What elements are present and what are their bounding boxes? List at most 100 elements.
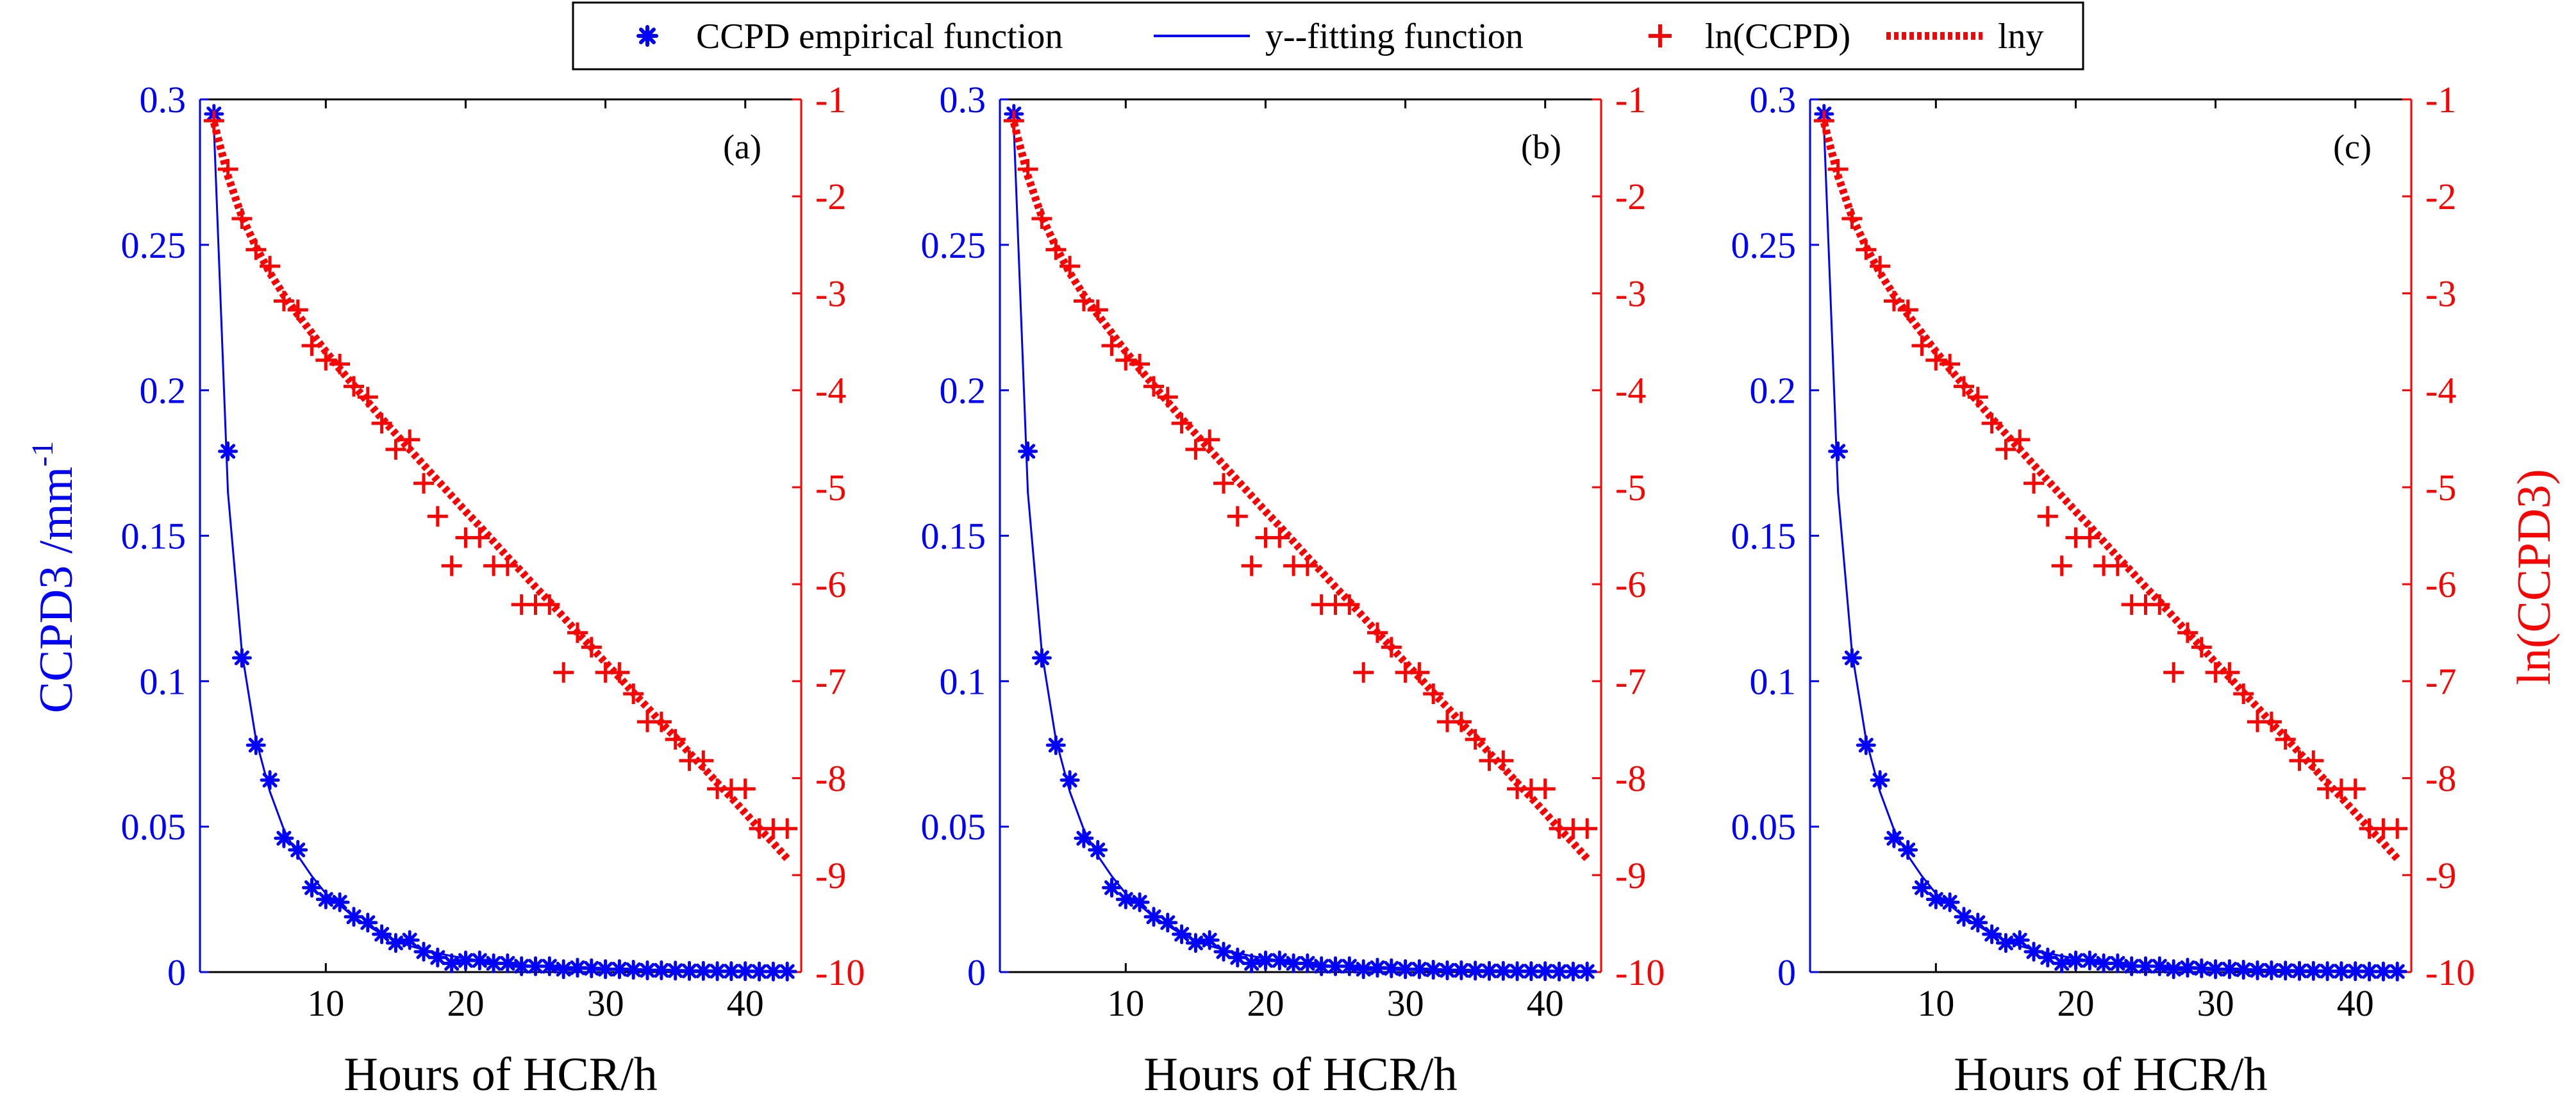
panel-c: 10 20 30 40 0 0.05 0.1 0.15 0.2 0.25 0.3 -10 -9 -8 -7 -… <box>1731 79 2475 1101</box>
y-left-tick-label: 0.2 <box>140 370 187 412</box>
plus-point <box>735 778 756 800</box>
plus-point <box>1577 818 1598 839</box>
panel-label: (a) <box>723 128 761 166</box>
plus-point <box>1227 506 1248 527</box>
x-tick-label: 20 <box>447 982 484 1024</box>
y-right-tick-label: -5 <box>815 467 846 508</box>
y-axis-label-right: ln(CCPD3) <box>2508 469 2561 685</box>
y-right-tick-label: -6 <box>2425 564 2456 605</box>
y-right-tick-label: -4 <box>2425 370 2456 412</box>
panel-a: 10 20 30 40 0 0.05 0.1 0.15 0.2 0.25 0.3 -10 -9 -8 -7 -… <box>121 79 865 1101</box>
plus-point <box>1213 473 1234 494</box>
y-right-tick-label: -10 <box>2425 952 2475 993</box>
asterisk-point <box>1102 877 1122 898</box>
asterisk-point <box>302 877 322 898</box>
y-left-tick-label: 0.15 <box>921 516 986 557</box>
x-axis-label: Hours of HCR/h <box>1954 1048 2267 1101</box>
y-left-tick-label: 0.1 <box>140 660 187 702</box>
asterisk-point <box>218 441 238 462</box>
panel-b: 10 20 30 40 0 0.05 0.1 0.15 0.2 0.25 0.3 -10 -9 -8 -7 -… <box>921 79 1665 1101</box>
y-left-tick-label: 0.2 <box>1750 370 1797 412</box>
plus-point <box>1185 439 1206 460</box>
asterisk-point <box>260 770 280 791</box>
y-right-tick-label: -8 <box>1615 758 1646 800</box>
y-right-tick-label: -5 <box>1615 467 1646 508</box>
series-asterisk <box>204 104 797 982</box>
y-left-tick-label: 0.25 <box>921 224 986 266</box>
plus-point <box>427 506 448 527</box>
lny-line <box>210 121 790 862</box>
y-left-tick-label: 0.05 <box>121 806 187 848</box>
series-dotted-line <box>1820 121 2400 862</box>
asterisk-point <box>1088 840 1108 860</box>
plus-point <box>1813 110 1834 131</box>
x-axis-label: Hours of HCR/h <box>1143 1048 1457 1101</box>
plus-point <box>1241 555 1262 576</box>
y-right-tick-label: -7 <box>1615 660 1646 702</box>
plus-point <box>315 349 337 371</box>
legend-marker-asterisk <box>636 25 658 47</box>
y-left-tick-label: 0.05 <box>921 806 986 848</box>
asterisk-point <box>1059 770 1080 791</box>
x-tick-label: 10 <box>1917 982 1954 1024</box>
legend-label-ln: ln(CCPD) <box>1705 17 1850 56</box>
asterisk-point <box>1242 953 1262 973</box>
plus-point <box>203 110 224 131</box>
y-left-tick-label: 0.05 <box>1731 806 1797 848</box>
y-left-tick-label: 0.3 <box>940 79 986 121</box>
y-right-tick-label: -1 <box>1615 79 1646 121</box>
y-left-tick-label: 0.15 <box>121 516 187 557</box>
asterisk-point <box>274 828 294 848</box>
fitting-line <box>1823 128 2398 973</box>
y-right-tick-label: -10 <box>815 952 865 993</box>
series-solid-line <box>1823 128 2398 973</box>
asterisk-point <box>1828 441 1849 462</box>
y-right-tick-label: -6 <box>815 564 846 605</box>
asterisk-point <box>2052 953 2072 973</box>
panel-label: (c) <box>2333 128 2372 166</box>
plus-point <box>1115 349 1136 371</box>
plus-point <box>1534 778 1556 800</box>
plus-point <box>2163 662 2184 683</box>
panels: 10 20 30 4000.050.10.150.20.250.3-10-9-8-7-… <box>121 79 2475 1101</box>
plus-point <box>413 473 434 494</box>
x-tick-label: 10 <box>307 982 344 1024</box>
y-right-tick-label: -2 <box>815 176 846 217</box>
asterisk-point <box>1870 770 1890 791</box>
x-tick-label: 40 <box>2337 982 2374 1024</box>
panel-label: (b) <box>1521 128 1561 166</box>
y-left-tick-label: 0.25 <box>121 224 187 266</box>
asterisk-point <box>2038 947 2058 968</box>
plus-point <box>2037 506 2058 527</box>
y-right-tick-label: -1 <box>2425 79 2456 121</box>
y-right-tick-label: -7 <box>2425 660 2456 702</box>
asterisk-point <box>2066 950 2086 971</box>
y-right-tick-label: -5 <box>2425 467 2456 508</box>
y-axis-label-left-sup: -1 <box>26 441 60 467</box>
asterisk-point <box>1129 892 1150 912</box>
y-right-tick-label: -3 <box>2425 273 2456 314</box>
asterisk-point <box>1884 828 1904 848</box>
y-axis-label-left-base: CCPD3 /mm <box>30 467 83 714</box>
x-tick-label: 40 <box>1527 982 1564 1024</box>
asterisk-point <box>329 892 350 912</box>
x-axis-label: Hours of HCR/h <box>344 1048 657 1101</box>
plus-point <box>385 439 406 460</box>
x-tick-label: 10 <box>1107 982 1144 1024</box>
y-right-tick-label: -8 <box>2425 758 2456 800</box>
legend-label-empirical: CCPD empirical function <box>696 17 1063 56</box>
series-solid-line <box>213 128 788 973</box>
asterisk-point <box>1074 828 1094 848</box>
x-tick-label: 30 <box>2197 982 2234 1024</box>
series-dotted-line <box>1010 121 1590 862</box>
y-right-tick-label: -9 <box>2425 855 2456 896</box>
plus-point <box>777 818 798 839</box>
plus-point <box>399 429 420 450</box>
plus-point <box>441 555 462 576</box>
y-left-tick-label: 0 <box>967 952 986 993</box>
y-left-tick-label: 0 <box>1777 952 1796 993</box>
plus-point <box>1995 439 2016 460</box>
asterisk-point <box>442 953 462 973</box>
x-tick-label: 20 <box>1247 982 1284 1024</box>
legend-marker-plus <box>1649 24 1672 47</box>
